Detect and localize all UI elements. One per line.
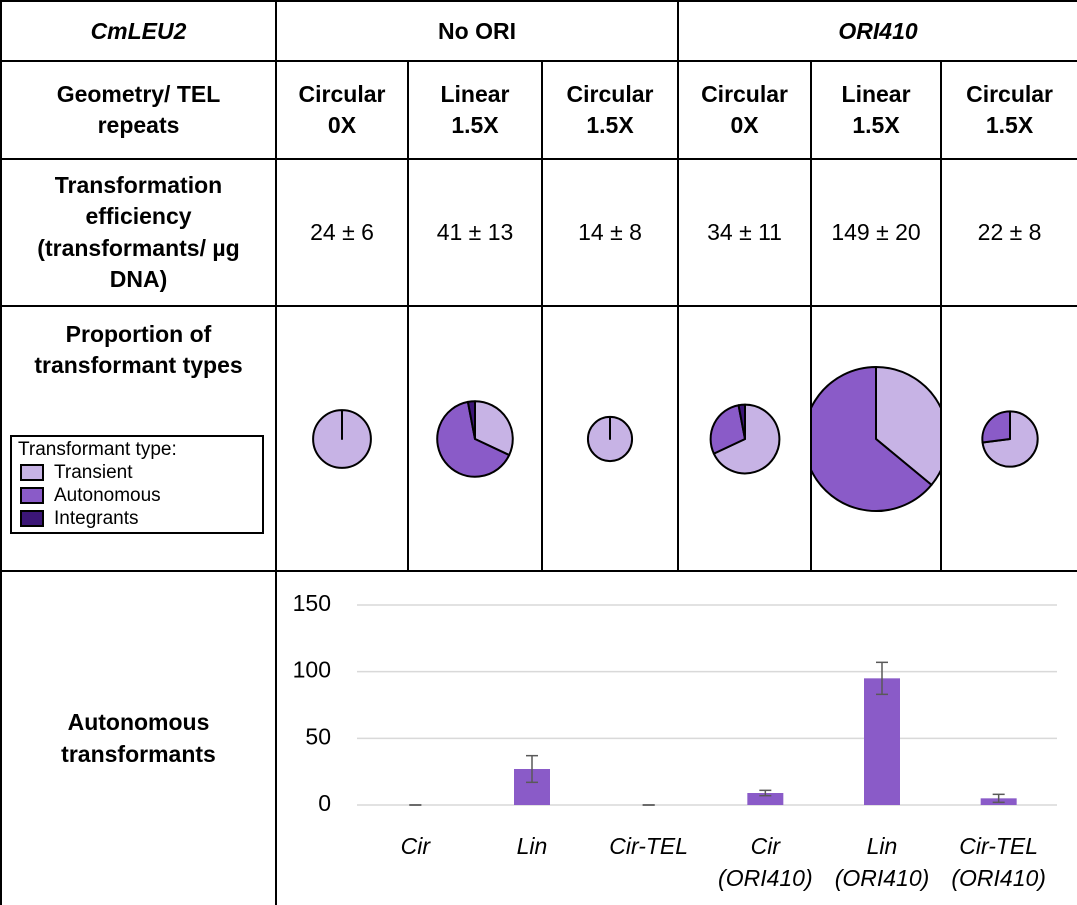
legend-swatch [20, 487, 44, 504]
pie-chart [812, 365, 941, 512]
column-header: Linear 1.5X [440, 80, 510, 138]
header-cell: ORI410 [677, 0, 1077, 62]
y-tick-label: 0 [318, 790, 331, 816]
efficiency-value: 14 ± 8 [540, 158, 680, 307]
bar-chart: 0 50 100 150 [293, 590, 1057, 816]
pie-slice [709, 403, 746, 455]
row-label-cell: Geometry/ TEL repeats [0, 60, 277, 160]
column-header-cell: Circular 1.5X [940, 60, 1077, 160]
legend-item: Integrants [18, 507, 262, 530]
column-header: Linear 1.5X [841, 80, 911, 138]
row-label: Geometry/ TEL repeats [56, 80, 221, 138]
column-header-cell: Linear 1.5X [407, 60, 543, 160]
legend-label: Transient [54, 461, 133, 483]
legend-label: Integrants [54, 507, 139, 529]
header-cell: CmLEU2 [0, 0, 277, 62]
pie-slice [474, 399, 514, 456]
pie-chart [312, 408, 372, 469]
pie-cell [940, 305, 1077, 572]
column-header-cell: Linear 1.5X [810, 60, 943, 160]
pie-cell [677, 305, 813, 572]
pie-slice [712, 403, 780, 474]
column-header: Circular 1.5X [566, 80, 654, 138]
pie-chart [436, 399, 514, 478]
column-header-cell: Circular 0X [677, 60, 813, 160]
header-cell: No ORI [274, 0, 680, 62]
pie-cell [407, 305, 543, 572]
y-tick-label: 150 [293, 590, 331, 616]
pie-chart [709, 403, 780, 474]
legend-label: Autonomous [54, 484, 161, 506]
row-label-cell: Proportion of transformant types Transfo… [0, 305, 277, 572]
x-tick-label: Cir-TEL (ORI410) [951, 833, 1046, 892]
efficiency-value: 41 ± 13 [407, 158, 543, 307]
efficiency-value: 34 ± 11 [677, 158, 813, 307]
pie-slice [436, 400, 511, 478]
pie-cell [810, 305, 943, 572]
pie-slice [466, 399, 476, 440]
legend-item: Transient [18, 461, 262, 484]
column-header: Circular 0X [701, 80, 788, 138]
pie-slice [875, 365, 941, 486]
legend: Transformant type: Transient Autonomous In… [10, 435, 264, 534]
bar [747, 793, 784, 805]
bar [864, 678, 900, 805]
column-header: Circular 0X [298, 80, 386, 138]
column-header-cell: Circular 0X [275, 60, 409, 160]
pie-slice [812, 365, 933, 512]
legend-swatch [20, 510, 44, 527]
pie-slice [980, 409, 1011, 443]
x-tick-label: Lin [516, 833, 548, 859]
y-tick-label: 50 [305, 723, 331, 749]
row-label: Transformation efficiency (transformants… [37, 172, 240, 292]
column-header: Circular 1.5X [966, 80, 1054, 138]
efficiency-value: 24 ± 6 [275, 158, 409, 307]
column-header-cell: Circular 1.5X [540, 60, 680, 160]
x-tick-label: Cir (ORI410) [718, 833, 813, 892]
legend-swatch [20, 464, 44, 481]
row-label-cell: Autonomous transformants [0, 570, 277, 905]
efficiency-value: 22 ± 8 [940, 158, 1077, 307]
efficiency-value: 149 ± 20 [810, 158, 943, 307]
pie-slice [737, 403, 746, 440]
row-label-cell: Transformation efficiency (transformants… [0, 158, 277, 307]
x-tick-label: Cir-TEL [609, 833, 689, 859]
pie-chart [980, 409, 1039, 468]
pie-cell [275, 305, 409, 572]
chart-cell: 0 50 100 150 Cir Lin Cir-TEL Cir (ORI410) Lin (… [274, 570, 1077, 905]
legend-item: Autonomous [18, 484, 262, 507]
row-label: Proportion of transformant types [34, 321, 243, 379]
x-tick-label: Lin (ORI410) [834, 833, 930, 892]
row-label: Autonomous transformants [61, 709, 216, 767]
pie-chart [587, 415, 634, 462]
x-tick-label: Cir [400, 833, 431, 859]
legend-title: Transformant type: [18, 439, 177, 460]
pie-cell [540, 305, 680, 572]
y-tick-label: 100 [293, 657, 331, 683]
